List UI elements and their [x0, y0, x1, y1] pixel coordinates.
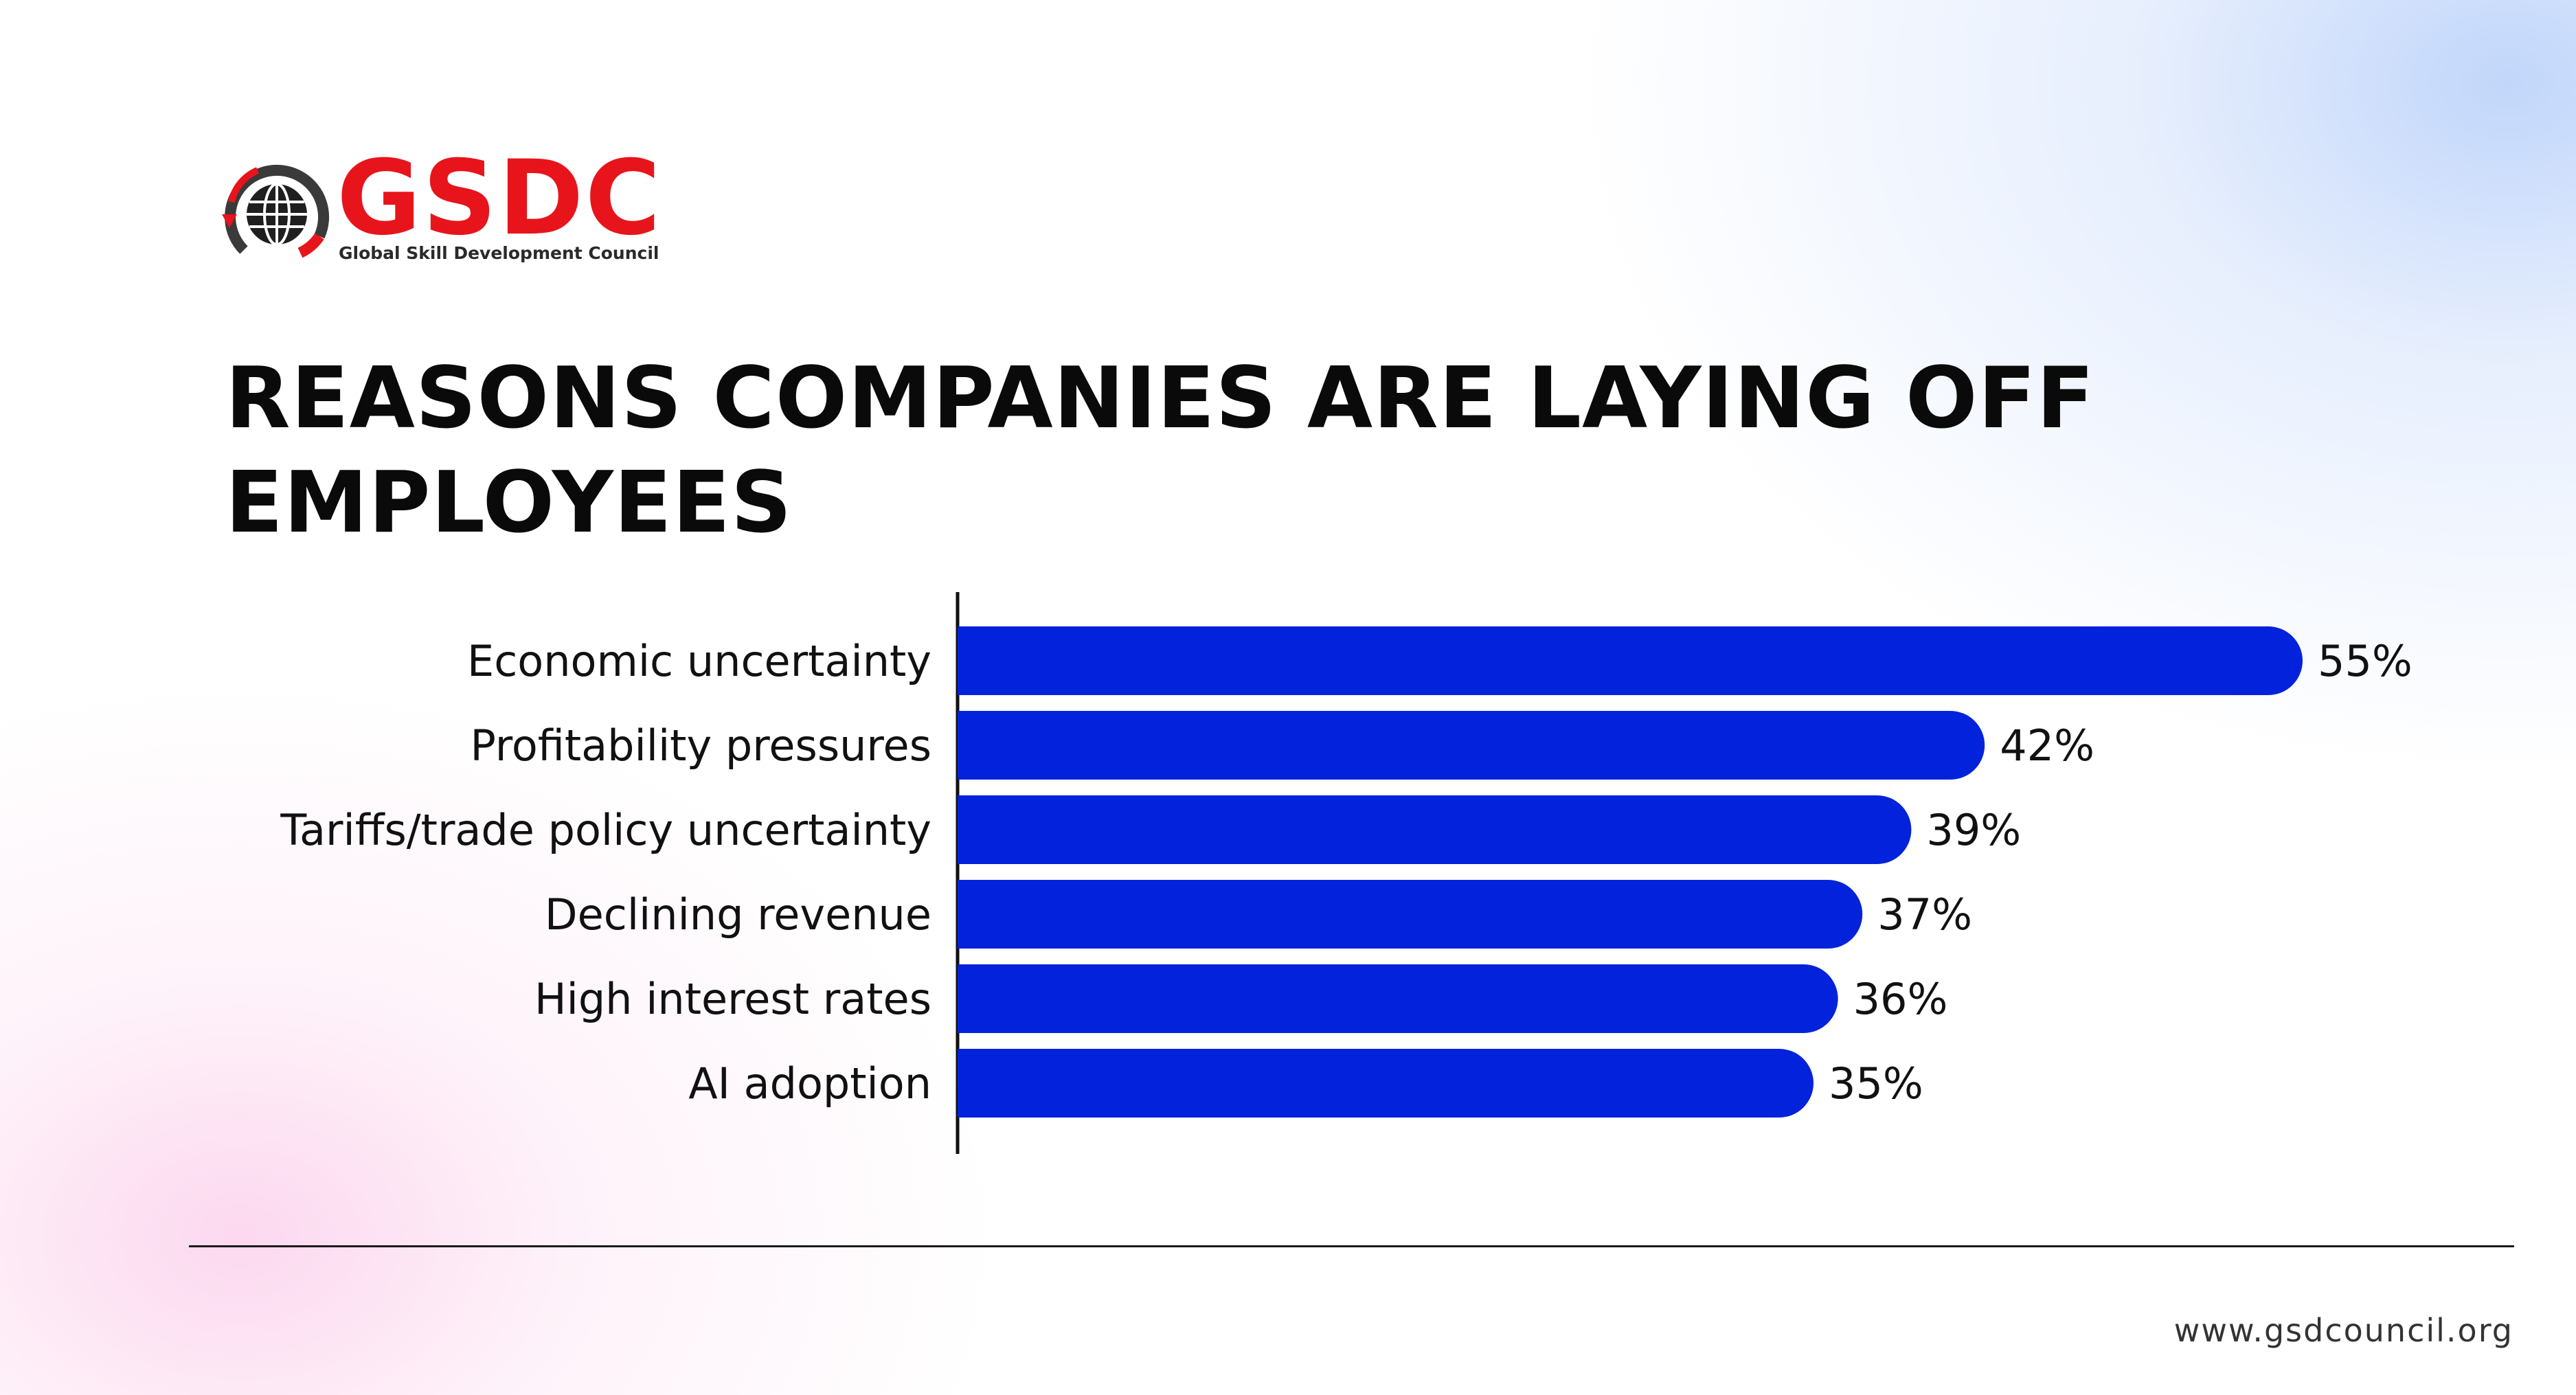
brand-logo: GSDC Global Skill Development Council	[216, 140, 661, 275]
footer-divider	[189, 1245, 2514, 1247]
globe-icon	[216, 154, 333, 271]
brand-tagline: Global Skill Development Council	[339, 243, 659, 263]
brand-name: GSDC	[337, 139, 662, 258]
chart-title: REASONS COMPANIES ARE LAYING OFF EMPLOYE…	[225, 350, 2095, 552]
footer-website-link[interactable]: www.gsdcouncil.org	[2173, 1312, 2513, 1349]
